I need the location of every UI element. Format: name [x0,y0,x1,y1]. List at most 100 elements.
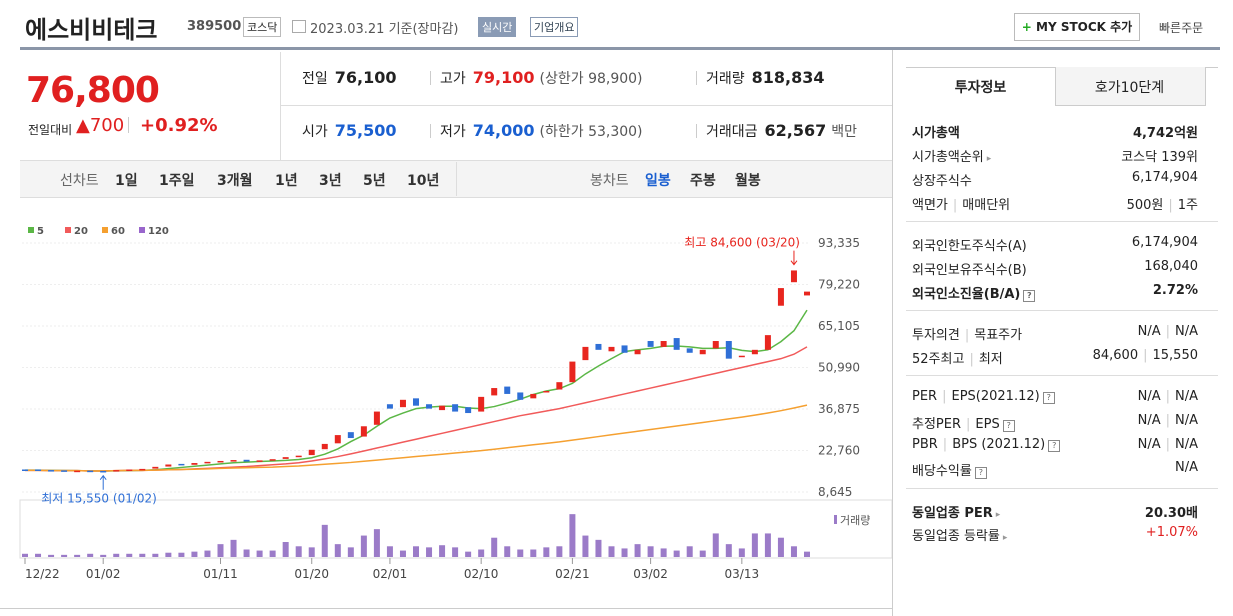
side-tab[interactable]: 투자정보 [954,80,1007,96]
volume-bar [491,537,498,557]
candle [452,404,459,412]
help-icon[interactable]: ? [1048,440,1061,452]
volume-bar [22,553,28,557]
summary-label: 전일 [302,71,328,87]
mystock-button[interactable]: + MY STOCK 추가 [1014,13,1140,41]
value-part: N/A [1175,413,1198,428]
period-tab[interactable]: 1주일 [159,173,195,189]
group-divider [906,375,1218,376]
divider [892,50,893,616]
candle-tab[interactable]: 월봉 [735,173,761,189]
volume-bar [282,542,289,557]
info-value: 2.72% [1153,283,1198,302]
legend-swatch [139,227,145,233]
side-tab[interactable]: 호가10단계 [1094,80,1165,96]
help-icon[interactable]: ? [1042,392,1055,404]
value-part: +1.07% [1145,525,1198,540]
info-label: 액면가 | 매매단위 [912,194,1010,213]
help-icon[interactable]: ? [1002,420,1015,432]
volume-bar [439,545,446,557]
volume-bar [673,550,680,557]
candle [48,470,55,472]
period-tab[interactable]: 3년 [319,173,342,189]
candle [608,346,615,352]
summary-extra: 백만 [831,124,858,140]
group-divider [906,310,1218,311]
volume-bar [621,548,628,557]
summary-label: 거래량 [706,71,745,87]
candle-tab[interactable]: 주봉 [690,173,716,189]
info-label: 추정PER | EPS? [912,413,1015,432]
volume-bar [165,552,172,557]
volume-bar [608,546,615,557]
candle [100,470,107,473]
legend-swatch [834,515,837,524]
volume-bar [647,546,654,557]
label-part: 동일업종 등락률 [912,529,1000,544]
value-part: N/A [1175,437,1198,452]
value-part: 168,040 [1144,259,1198,274]
candle [530,393,537,399]
candle-tab[interactable]: 일봉 [645,173,671,189]
volume-bar [413,546,419,557]
x-tick-label: 02/01 [373,567,408,581]
volume-bar [74,554,81,557]
label-part: EPS [975,417,1000,432]
help-icon[interactable]: ? [974,467,987,479]
candle [777,288,784,306]
info-row: 배당수익률? N/A [912,460,1198,479]
quick-order[interactable]: 빠른주문 [1159,21,1204,35]
group-divider [906,221,1218,222]
candle [582,346,589,361]
info-label: 외국인보유주식수(B) [912,259,1027,278]
y-tick-label: 22,760 [818,444,860,458]
summary-label: 저가 [440,124,466,140]
candle [413,398,419,406]
legend-swatch [102,227,108,233]
candle [191,463,198,465]
sep: | [969,352,974,367]
period-tab[interactable]: 10년 [407,173,440,189]
value-part: N/A [1137,437,1161,452]
label-part: 배당수익률 [912,464,972,479]
value-part: 1주 [1177,198,1198,213]
label-part: PBR [912,437,938,452]
info-value: 코스닥 139위 [1121,146,1198,165]
period-tab[interactable]: 3개월 [217,173,253,189]
candle [556,382,563,390]
more-arrow[interactable]: ▸ [1002,533,1008,543]
info-value: N/A | N/A [1138,437,1198,452]
legend-swatch [28,227,34,233]
volume-bar [569,514,576,557]
volume-bar [504,546,511,557]
help-icon[interactable]: ? [1023,290,1036,302]
volume-bar [61,554,68,557]
period-tab[interactable]: 1년 [275,173,298,189]
info-value: 4,742억원 [1133,122,1198,141]
label-part: PER [912,389,938,404]
chart: 8,645 22,760 36,875 50,990 65,105 79,220 93,33… [19,226,892,581]
info-row: 52주최고 | 최저 84,600 | 15,550 [912,348,1198,367]
info-label: 외국인소진율(B/A)? [912,283,1036,302]
sep [128,117,129,133]
period-tab[interactable]: 5년 [363,173,386,189]
period-tab[interactable]: 1일 [115,173,138,189]
realtime-badge[interactable]: 실시간 [478,17,517,37]
x-tick-label: 01/11 [203,567,238,581]
volume-bar [426,547,433,557]
more-arrow[interactable]: ▸ [995,510,1001,520]
info-value: 500원 | 1주 [1127,194,1198,213]
info-row: 동일업종 PER ▸ 20.30배 [912,502,1198,521]
volume-bar [517,549,524,557]
side-tab-bg [1055,67,1206,106]
volume-bar [556,546,563,557]
label-part: EPS(2021.12) [951,389,1040,404]
info-value: N/A [1175,460,1198,479]
overview-button[interactable]: 기업개요 [530,17,579,37]
value-part: 6,174,904 [1131,235,1198,250]
more-arrow[interactable]: ▸ [986,154,992,164]
info-label: 배당수익률? [912,460,987,479]
volume-bar [204,550,211,557]
ma-line [25,309,808,472]
